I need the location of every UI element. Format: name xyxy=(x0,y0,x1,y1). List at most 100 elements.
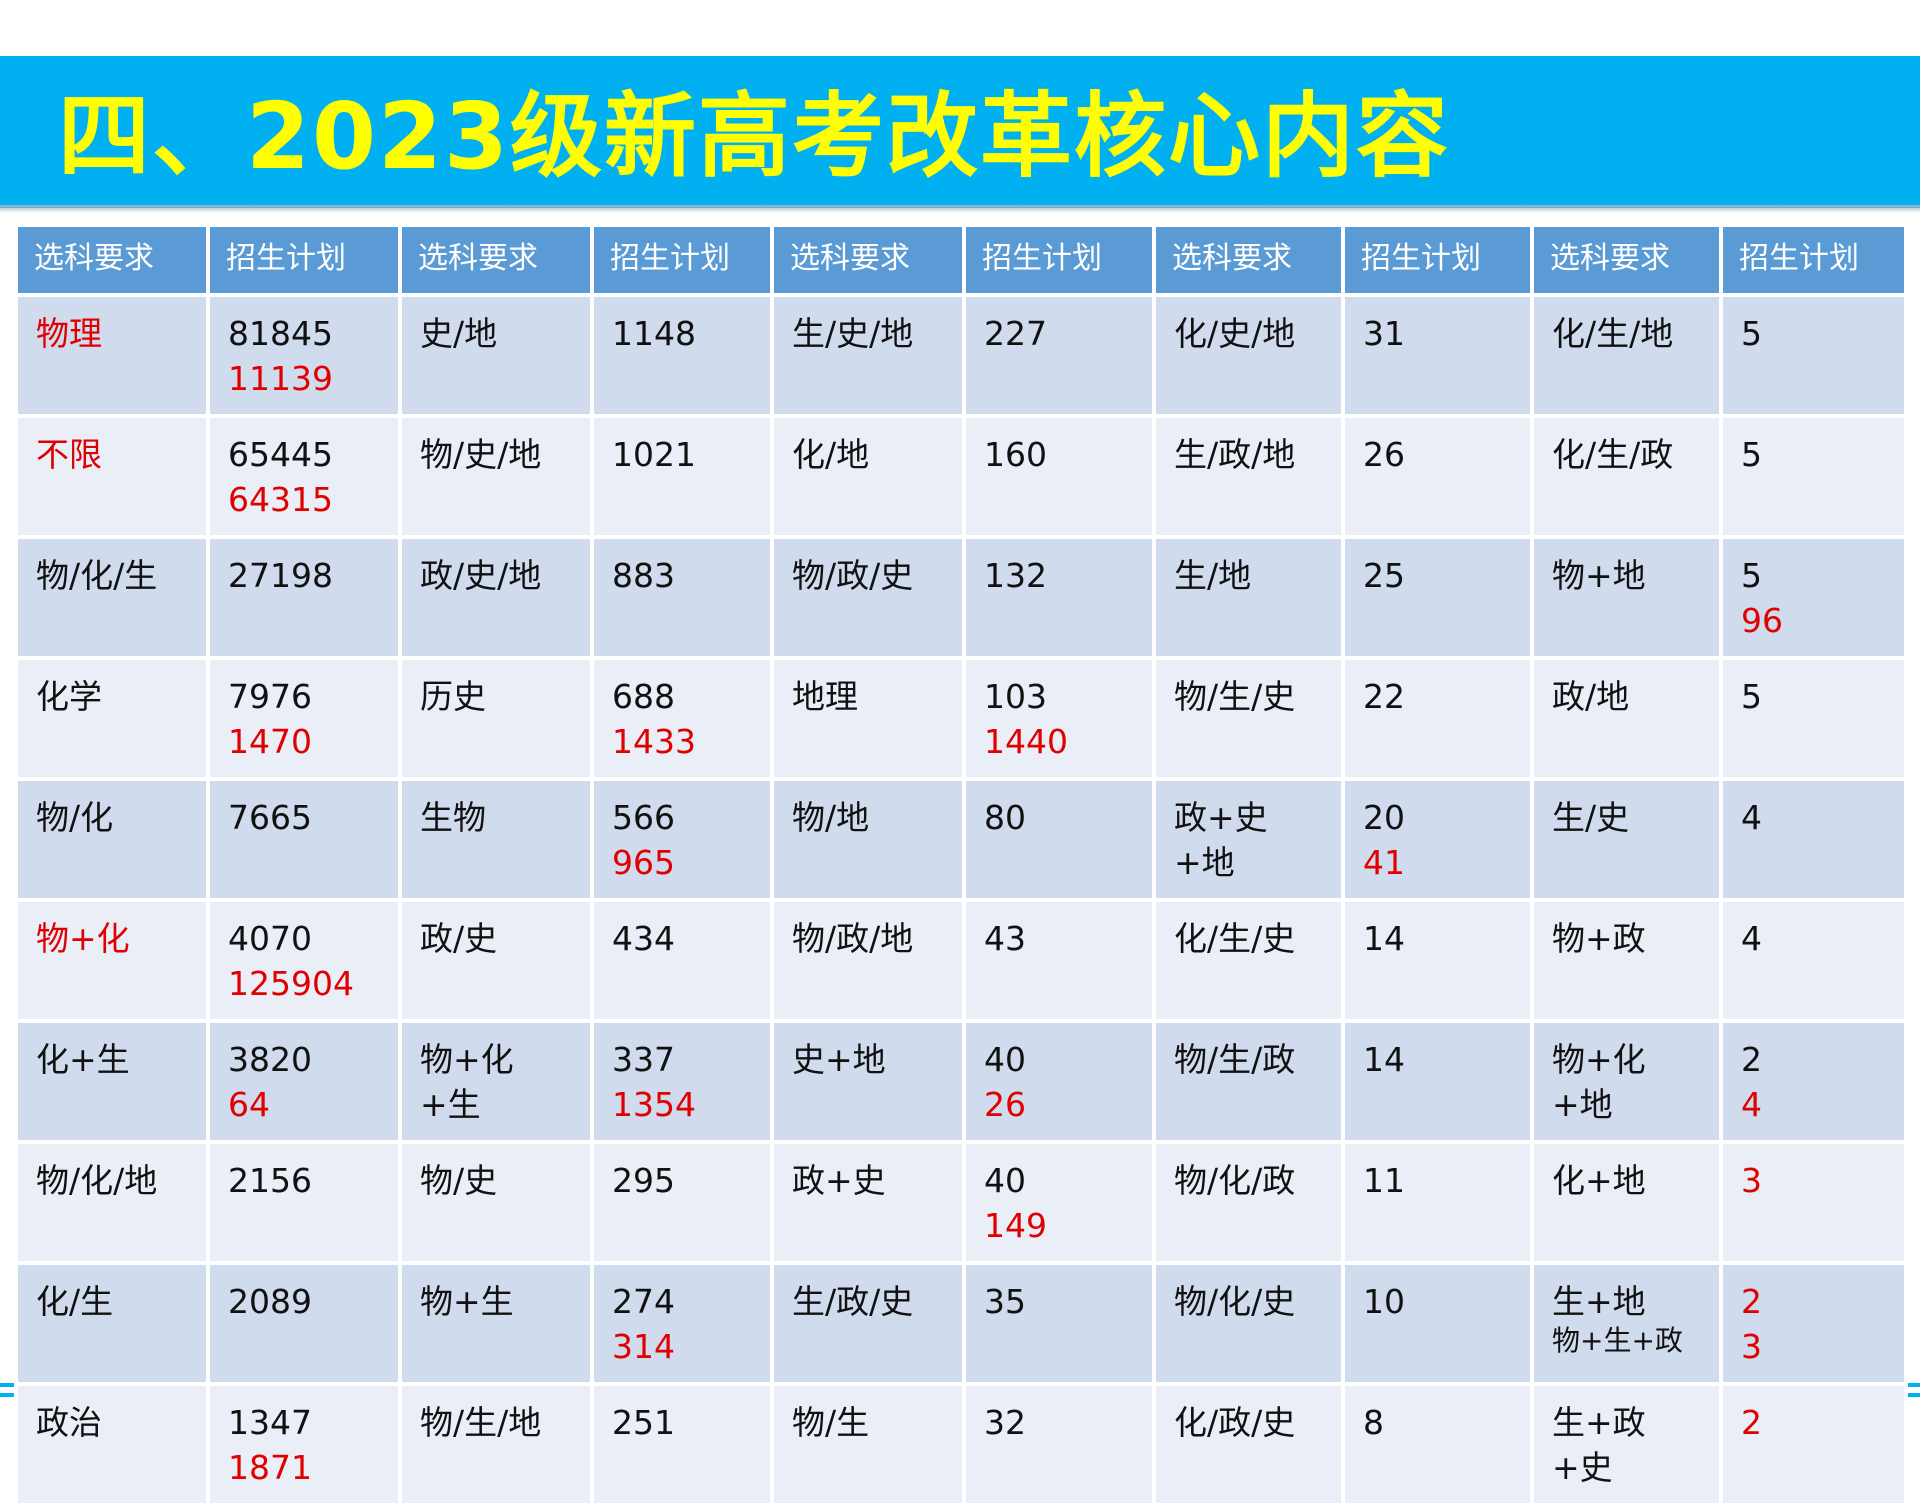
enrollment-plan-cell: 31 xyxy=(1341,293,1534,418)
plan-count-annotation: 11139 xyxy=(228,359,333,398)
enrollment-plan-cell: 2156 xyxy=(206,1140,402,1265)
enrollment-plan-cell: 3 xyxy=(1719,1140,1908,1265)
enrollment-plan-cell: 5 xyxy=(1719,414,1908,539)
plan-count: 2 xyxy=(1741,1040,1762,1079)
enrollment-plan-cell: 227 xyxy=(962,293,1156,418)
enrollment-plan-cell: 26 xyxy=(1341,414,1534,539)
enrollment-plan-cell: 160 xyxy=(962,414,1156,539)
subject-requirement-cell: 物+化 xyxy=(14,898,210,1023)
plan-count: 883 xyxy=(612,556,675,595)
subject-requirement-cell: 历史 xyxy=(398,656,594,781)
plan-count: 3820 xyxy=(228,1040,312,1079)
enrollment-plan-cell: 132 xyxy=(962,535,1156,660)
plan-count: 160 xyxy=(984,435,1047,474)
enrollment-plan-cell: 5 xyxy=(1719,656,1908,781)
column-header-enrollment-plan: 招生计划 xyxy=(1341,223,1534,297)
plan-count: 10 xyxy=(1363,1282,1405,1321)
subject-combination-secondary: 物+生+政 xyxy=(1552,1324,1683,1357)
subject-requirement-cell: 政/史/地 xyxy=(398,535,594,660)
subject-requirement-cell: 化+地 xyxy=(1530,1140,1723,1265)
subject-combination: 物+化+地 xyxy=(1552,1040,1646,1124)
subject-combination: 政+史 xyxy=(792,1161,886,1200)
plan-count-annotation: 1440 xyxy=(984,722,1068,761)
subject-combination: 物/化/地 xyxy=(36,1161,158,1200)
plan-count: 3 xyxy=(1741,1161,1762,1200)
subject-requirement-cell: 物/政/史 xyxy=(770,535,966,660)
banner-shadow xyxy=(0,205,1920,213)
subject-combination: 生+地 xyxy=(1552,1282,1646,1321)
subject-requirement-cell: 物/化/地 xyxy=(14,1140,210,1265)
subject-combination: 物/政/地 xyxy=(792,919,914,958)
subject-requirement-cell: 生/史 xyxy=(1530,777,1723,902)
enrollment-plan-cell: 295 xyxy=(590,1140,774,1265)
subject-combination: 化/政/史 xyxy=(1174,1403,1296,1442)
plan-count: 27198 xyxy=(228,556,333,595)
subject-combination: 生/政/史 xyxy=(792,1282,914,1321)
subject-combination: 化/生/史 xyxy=(1174,919,1296,958)
subject-combination: 物/生 xyxy=(792,1403,870,1442)
plan-count: 65445 xyxy=(228,435,333,474)
subject-combination: 生+政+史 xyxy=(1552,1403,1646,1487)
table-row: 化学 7976 1470 历史 688 1433 地理 103 1440 物/生/史 22 政/地 5 xyxy=(14,656,1908,781)
plan-count: 337 xyxy=(612,1040,675,1079)
enrollment-plan-cell: 10 xyxy=(1341,1261,1534,1386)
plan-count: 2 xyxy=(1741,1282,1762,1321)
subject-requirement-cell: 物/化/史 xyxy=(1152,1261,1345,1386)
plan-count-annotation: 1470 xyxy=(228,722,312,761)
subject-requirement-cell: 史/地 xyxy=(398,293,594,418)
plan-count: 35 xyxy=(984,1282,1026,1321)
enrollment-plan-cell: 4 xyxy=(1719,777,1908,902)
subject-combination: 物+政 xyxy=(1552,919,1646,958)
enrollment-plan-cell: 7976 1470 xyxy=(206,656,402,781)
plan-count: 1021 xyxy=(612,435,696,474)
enrollment-plan-cell: 434 xyxy=(590,898,774,1023)
subject-requirement-cell: 物/化 xyxy=(14,777,210,902)
subject-requirement-cell: 物/生/政 xyxy=(1152,1019,1345,1144)
enrollment-plan-cell: 27198 xyxy=(206,535,402,660)
subject-combination: 物+化+生 xyxy=(420,1040,514,1124)
edge-mark-right xyxy=(1902,1383,1920,1387)
plan-count: 7665 xyxy=(228,798,312,837)
enrollment-plan-cell: 274 314 xyxy=(590,1261,774,1386)
subject-requirement-cell: 史+地 xyxy=(770,1019,966,1144)
plan-count: 80 xyxy=(984,798,1026,837)
subject-combination: 化学 xyxy=(36,677,102,716)
plan-count: 5 xyxy=(1741,435,1762,474)
edge-mark-left xyxy=(0,1383,18,1387)
subject-combination: 化/生/政 xyxy=(1552,435,1674,474)
subject-requirement-cell: 物/政/地 xyxy=(770,898,966,1023)
enrollment-plan-cell: 14 xyxy=(1341,1019,1534,1144)
subject-combination: 物+生 xyxy=(420,1282,514,1321)
plan-count: 274 xyxy=(612,1282,675,1321)
enrollment-plan-cell: 80 xyxy=(962,777,1156,902)
table-row: 物/化 7665 生物 566 965 物/地 80 政+史+地 20 41 生/史 4 xyxy=(14,777,1908,902)
plan-count: 5 xyxy=(1741,314,1762,353)
subject-requirement-cell: 物理 xyxy=(14,293,210,418)
plan-count: 5 xyxy=(1741,677,1762,716)
enrollment-plan-cell: 14 xyxy=(1341,898,1534,1023)
plan-count: 14 xyxy=(1363,1040,1405,1079)
plan-count: 25 xyxy=(1363,556,1405,595)
table-header-row: 选科要求 招生计划 选科要求 招生计划 选科要求 招生计划 选科要求 招生计划 选科要求 招生计划 xyxy=(14,223,1908,297)
enrollment-plan-cell: 883 xyxy=(590,535,774,660)
subject-requirement-cell: 化/生 xyxy=(14,1261,210,1386)
enrollment-plan-cell: 251 xyxy=(590,1382,774,1507)
plan-count: 1347 xyxy=(228,1403,312,1442)
table-row: 物理 81845 11139 史/地 1148 生/史/地 227 化/史/地 31 化/生/地 5 xyxy=(14,293,1908,418)
subject-requirement-cell: 生/政/地 xyxy=(1152,414,1345,539)
subject-requirement-cell: 政+史 xyxy=(770,1140,966,1265)
subject-combination: 政/史 xyxy=(420,919,498,958)
plan-count: 5 xyxy=(1741,556,1762,595)
enrollment-plan-cell: 25 xyxy=(1341,535,1534,660)
column-header-enrollment-plan: 招生计划 xyxy=(590,223,774,297)
plan-count-annotation: 96 xyxy=(1741,601,1783,640)
edge-mark-right xyxy=(1902,1393,1920,1397)
enrollment-plan-cell: 40 26 xyxy=(962,1019,1156,1144)
column-header-subject-requirement: 选科要求 xyxy=(1530,223,1723,297)
subject-combination: 物/化/政 xyxy=(1174,1161,1296,1200)
plan-count: 32 xyxy=(984,1403,1026,1442)
subject-requirement-cell: 生+政+史 xyxy=(1530,1382,1723,1507)
plan-count: 8 xyxy=(1363,1403,1384,1442)
plan-count: 251 xyxy=(612,1403,675,1442)
